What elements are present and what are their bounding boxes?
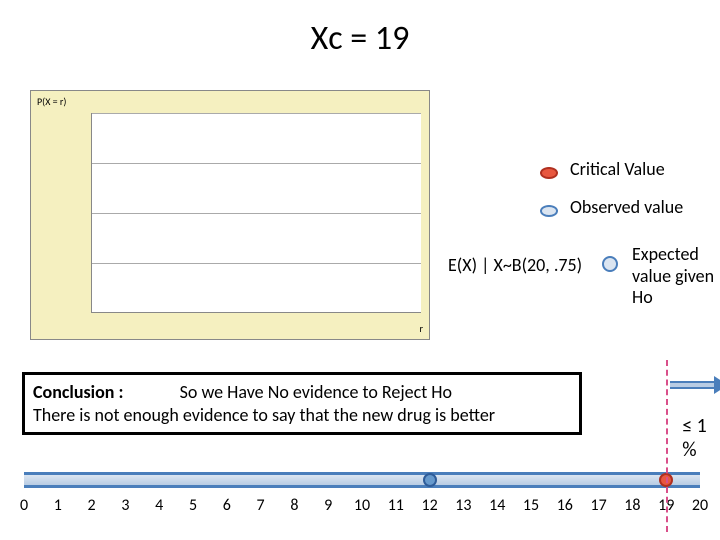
axis-tick: 9 (315, 496, 341, 515)
legend-critical: Critical Value (540, 158, 665, 180)
axis-tick: 1 (45, 496, 71, 515)
conclusion-line1-a: Conclusion : (33, 381, 123, 403)
axis-tick: 10 (349, 496, 375, 515)
axis-bar (24, 472, 700, 488)
axis-tick: 2 (79, 496, 105, 515)
axis-tick: 15 (518, 496, 544, 515)
chart-xlabel: r (420, 322, 424, 335)
conclusion-line2: There is not enough evidence to say that… (33, 404, 571, 427)
critical-marker-icon (540, 162, 560, 176)
distribution-chart: P(X = r) r (30, 90, 430, 340)
chart-gridline (92, 213, 421, 214)
legend-observed: Observed value (540, 196, 683, 218)
axis-tick: 16 (552, 496, 578, 515)
axis-tick: 7 (248, 496, 274, 515)
observed-dot (423, 473, 437, 487)
legend-critical-label: Critical Value (570, 158, 665, 180)
axis-tick: 4 (146, 496, 172, 515)
conclusion-line1-b: So we Have No evidence to Reject Ho (180, 381, 452, 403)
legend-expected-label: Expected value given Ho (632, 244, 718, 309)
conclusion-box: Conclusion : So we Have No evidence to R… (22, 372, 582, 435)
chart-gridline (92, 163, 421, 164)
axis-tick: 20 (687, 496, 713, 515)
axis-tick: 14 (484, 496, 510, 515)
axis-tick: 8 (281, 496, 307, 515)
number-line: 01234567891011121314151617181920 (24, 460, 700, 520)
expected-marker-icon (602, 256, 618, 272)
axis-tick: 12 (417, 496, 443, 515)
chart-gridline (92, 113, 421, 114)
expected-equation: E(X) | X~B(20, .75) (448, 254, 582, 276)
critical-region-divider (666, 360, 668, 532)
tail-arrow-icon (670, 376, 720, 394)
axis-tick: 5 (180, 496, 206, 515)
axis-tick: 11 (383, 496, 409, 515)
axis-tick: 0 (11, 496, 37, 515)
chart-gridline (92, 263, 421, 264)
observed-marker-icon (540, 200, 560, 214)
axis-tick: 18 (619, 496, 645, 515)
tail-probability-label: ≤ 1 % (682, 414, 720, 462)
axis-tick: 3 (112, 496, 138, 515)
chart-plot-area (91, 113, 421, 313)
legend-observed-label: Observed value (570, 196, 683, 218)
axis-tick: 13 (450, 496, 476, 515)
conclusion-line1: Conclusion : So we Have No evidence to R… (33, 381, 571, 404)
axis-tick: 6 (214, 496, 240, 515)
axis-tick: 17 (586, 496, 612, 515)
chart-ylabel: P(X = r) (37, 95, 66, 108)
page-title: Xc = 19 (0, 18, 720, 59)
